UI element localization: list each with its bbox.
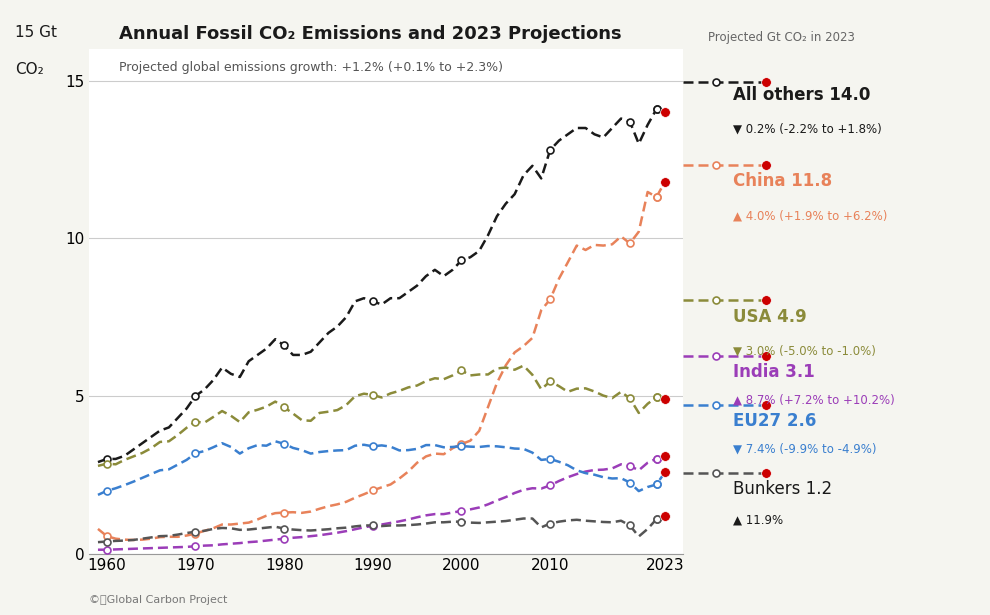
Text: Annual Fossil CO₂ Emissions and 2023 Projections: Annual Fossil CO₂ Emissions and 2023 Pro… xyxy=(119,25,622,42)
Text: China 11.8: China 11.8 xyxy=(733,172,832,190)
Text: ▼ 7.4% (-9.9% to -4.9%): ▼ 7.4% (-9.9% to -4.9%) xyxy=(733,443,876,456)
Text: All others 14.0: All others 14.0 xyxy=(733,86,870,104)
Text: CO₂: CO₂ xyxy=(15,62,44,76)
Text: ▼ 0.2% (-2.2% to +1.8%): ▼ 0.2% (-2.2% to +1.8%) xyxy=(733,123,881,136)
Text: ▲ 11.9%: ▲ 11.9% xyxy=(733,514,783,526)
Text: Projected global emissions growth: +1.2% (+0.1% to +2.3%): Projected global emissions growth: +1.2%… xyxy=(119,62,503,74)
Text: India 3.1: India 3.1 xyxy=(733,363,815,381)
Text: EU27 2.6: EU27 2.6 xyxy=(733,412,816,430)
Text: ▲ 4.0% (+1.9% to +6.2%): ▲ 4.0% (+1.9% to +6.2%) xyxy=(733,209,887,222)
Text: Projected Gt CO₂ in 2023: Projected Gt CO₂ in 2023 xyxy=(708,31,854,44)
Text: 15 Gt: 15 Gt xyxy=(15,25,56,39)
Text: Bunkers 1.2: Bunkers 1.2 xyxy=(733,480,832,498)
Text: ©ⓈGlobal Carbon Project: ©ⓈGlobal Carbon Project xyxy=(89,595,228,605)
Text: ▲ 8.7% (+7.2% to +10.2%): ▲ 8.7% (+7.2% to +10.2%) xyxy=(733,394,894,407)
Text: ▼ 3.0% (-5.0% to -1.0%): ▼ 3.0% (-5.0% to -1.0%) xyxy=(733,344,875,357)
Text: USA 4.9: USA 4.9 xyxy=(733,308,806,325)
